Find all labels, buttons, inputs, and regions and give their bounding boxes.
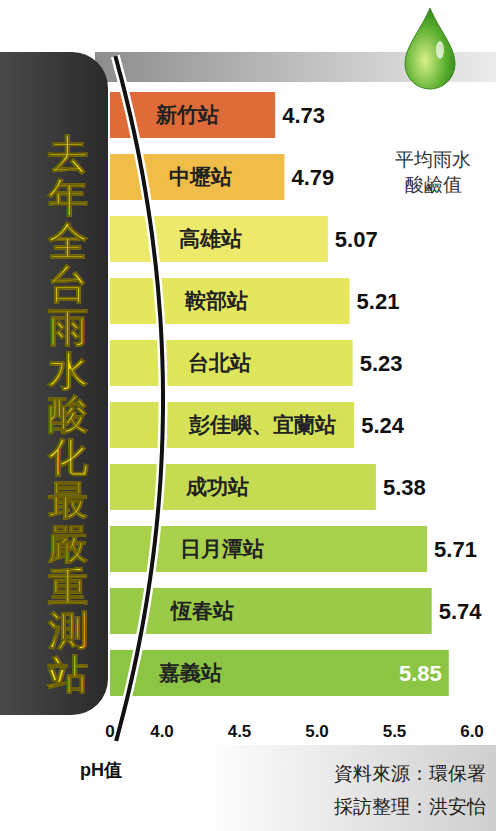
drop-highlight (436, 41, 444, 59)
bar (110, 650, 449, 696)
credit: 採訪整理：洪安怡 (334, 796, 486, 817)
value-label: 5.24 (361, 413, 405, 438)
bar (110, 588, 432, 634)
chart: 新竹站 4.73 中壢站 4.79 高雄站 5.07 鞍部站 5.21 台北站 5.23 彭佳嶼、宜… (0, 0, 496, 831)
category-label: 新竹站 (155, 103, 219, 126)
category-label: 中壢站 (169, 165, 232, 188)
footer-band (200, 745, 496, 831)
value-label: 4.79 (291, 165, 334, 190)
title-panel (0, 52, 108, 715)
category-label: 日月潭站 (180, 537, 264, 560)
tick-label: 5.0 (305, 722, 329, 741)
value-label: 5.23 (360, 351, 403, 376)
title-char: 去 (47, 132, 88, 176)
title-char: 台 (48, 262, 88, 306)
title-char: 最 (48, 478, 88, 522)
category-label: 鞍部站 (184, 289, 248, 312)
category-label: 恆春站 (169, 599, 234, 622)
tick-label: 6.0 (460, 722, 484, 741)
category-label: 嘉義站 (159, 661, 222, 684)
annotation-line: 酸鹼值 (405, 174, 462, 195)
category-label: 高雄站 (179, 227, 242, 250)
arc-halo (115, 56, 163, 741)
title-char: 嚴 (47, 522, 88, 566)
value-label: 5.07 (335, 227, 378, 252)
bar (110, 278, 350, 324)
bar (110, 216, 328, 262)
bar (110, 464, 376, 510)
title-char: 化 (47, 435, 89, 479)
value-label: 5.74 (439, 599, 483, 624)
arc (115, 56, 163, 741)
category-label: 成功站 (185, 475, 249, 498)
tick-label: 5.5 (383, 722, 407, 741)
title-char: 水 (46, 349, 88, 393)
value-label: 5.38 (383, 475, 426, 500)
tick-label: 4.5 (228, 722, 252, 741)
axis-title: pH值 (80, 760, 122, 780)
title-char: 站 (46, 652, 88, 696)
value-label: 5.21 (357, 289, 400, 314)
value-label: 5.85 (399, 661, 442, 686)
bar (110, 402, 354, 448)
title: 去年全台雨水酸化最嚴重測站 (46, 132, 89, 696)
annotation-line: 平均雨水 (395, 149, 471, 170)
source: 資料來源：環保署 (334, 763, 486, 784)
drop-icon (405, 8, 455, 89)
bar (110, 340, 353, 386)
title-char: 酸 (48, 392, 88, 436)
tick-label: 0 (105, 722, 114, 741)
annotation: 平均雨水酸鹼值 (395, 149, 471, 195)
title-char: 全 (47, 219, 88, 263)
value-label: 4.73 (282, 103, 325, 128)
title-char: 雨 (47, 305, 88, 349)
title-char: 測 (47, 608, 88, 652)
title-char: 年 (47, 175, 88, 219)
value-label: 5.71 (434, 537, 477, 562)
category-label: 彭佳嶼、宜蘭站 (188, 413, 336, 436)
title-char: 重 (48, 565, 88, 609)
tick-label: 4.0 (150, 722, 174, 741)
category-label: 台北站 (188, 351, 251, 374)
